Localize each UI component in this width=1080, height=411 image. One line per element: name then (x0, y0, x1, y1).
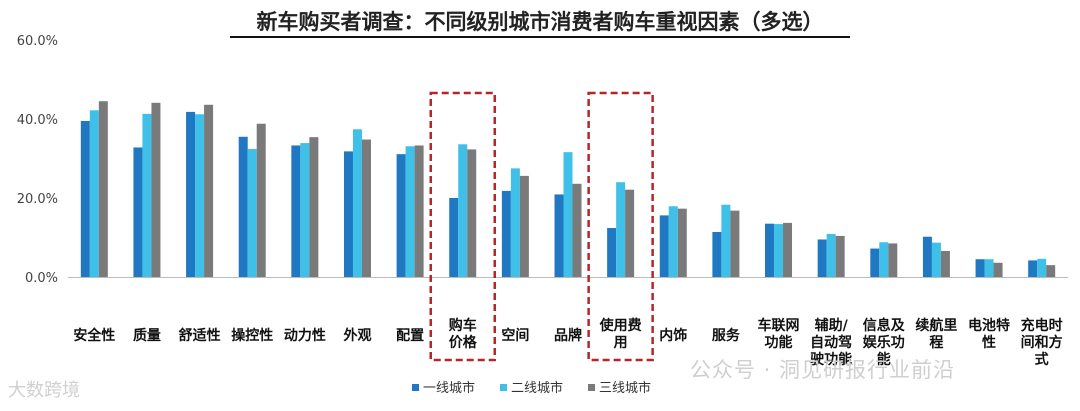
watermark-text: 公众号 · 洞见研报行业前沿 (690, 358, 956, 382)
bar (1037, 258, 1047, 277)
x-tick-label: 续航里程 (915, 317, 957, 351)
legend-swatch (588, 384, 595, 391)
bar (563, 152, 573, 277)
x-tick-label: 服务 (712, 327, 741, 344)
bar (405, 146, 415, 277)
bar (993, 262, 1003, 277)
y-tick-label: 0.0% (25, 271, 58, 286)
bar (361, 139, 371, 277)
bar (352, 129, 362, 277)
x-tick-label: 信息及娱乐功能 (863, 317, 906, 368)
bar (668, 206, 678, 277)
bar (931, 242, 941, 277)
bar (291, 145, 301, 277)
bar (195, 114, 205, 277)
bar (554, 194, 564, 277)
x-tick-label: 安全性 (73, 327, 115, 344)
x-tick-label: 内饰 (659, 327, 687, 344)
bar (343, 151, 353, 277)
bar (835, 235, 845, 277)
bar (616, 182, 626, 277)
legend-swatch (412, 384, 419, 391)
bar (510, 168, 520, 277)
x-tick-label: 品牌 (554, 327, 582, 344)
bar (186, 111, 196, 277)
bar (607, 228, 617, 277)
highlight-box (429, 91, 496, 362)
legend-label: 一线城市 (423, 380, 475, 396)
x-tick-label: 电池特性 (968, 317, 1010, 351)
chart-title: 新车购买者调查：不同级别城市消费者购车重视因素（多选） (256, 10, 824, 34)
x-tick-label: 充电时间和方式 (1021, 317, 1063, 368)
bar (1046, 265, 1056, 277)
bar (467, 149, 477, 277)
bar (204, 104, 214, 277)
bar (940, 250, 950, 277)
bar (730, 210, 740, 277)
bar (449, 198, 459, 277)
bar (133, 147, 143, 277)
x-tick-label: 购车价格 (449, 317, 478, 351)
bar (238, 136, 248, 277)
x-tick-label: 车联网功能 (758, 317, 800, 351)
bar (151, 102, 161, 278)
bar (870, 248, 880, 277)
bar (712, 231, 722, 277)
bar (309, 137, 319, 277)
x-tick-label: 配置 (396, 327, 424, 344)
bar (142, 113, 152, 278)
bar (774, 224, 784, 277)
bar (396, 154, 406, 277)
bar (677, 208, 687, 277)
bar (888, 243, 898, 277)
bar (247, 149, 257, 277)
y-tick-label: 20.0% (17, 192, 58, 207)
bar (256, 123, 266, 278)
bar (879, 242, 889, 277)
bar (80, 120, 90, 277)
bar (89, 110, 99, 277)
bar (300, 143, 310, 277)
bar (572, 183, 582, 277)
bar (765, 223, 775, 277)
legend-label: 二线城市 (511, 380, 563, 396)
corner-watermark: 大数跨境 (8, 380, 80, 401)
bar (975, 259, 985, 277)
x-tick-label: 动力性 (284, 327, 326, 344)
bar (721, 204, 731, 277)
bar (501, 190, 511, 277)
x-tick-label: 质量 (133, 327, 161, 344)
x-tick-label: 使用费用 (599, 317, 642, 351)
legend-label: 三线城市 (599, 380, 651, 396)
bar (1028, 260, 1038, 277)
x-tick-label: 舒适性 (179, 327, 221, 344)
y-tick-label: 60.0% (17, 34, 58, 49)
bar (984, 259, 994, 277)
bar (922, 236, 932, 277)
x-tick-label: 外观 (343, 327, 371, 344)
y-tick-label: 40.0% (17, 113, 58, 128)
bar (659, 215, 669, 277)
bar (414, 145, 424, 277)
bar (458, 144, 468, 277)
x-tick-label: 操控性 (231, 327, 273, 344)
bar (783, 222, 793, 277)
bar (98, 101, 108, 277)
title-underline (230, 36, 850, 38)
bar (519, 175, 529, 277)
x-tick-label: 空间 (501, 327, 529, 344)
bar (817, 239, 827, 277)
x-tick-label: 辅助/自动驾驶功能 (810, 317, 852, 368)
bar (826, 233, 836, 277)
bar (625, 189, 635, 277)
legend-swatch (500, 384, 507, 391)
highlight-box (587, 91, 654, 362)
